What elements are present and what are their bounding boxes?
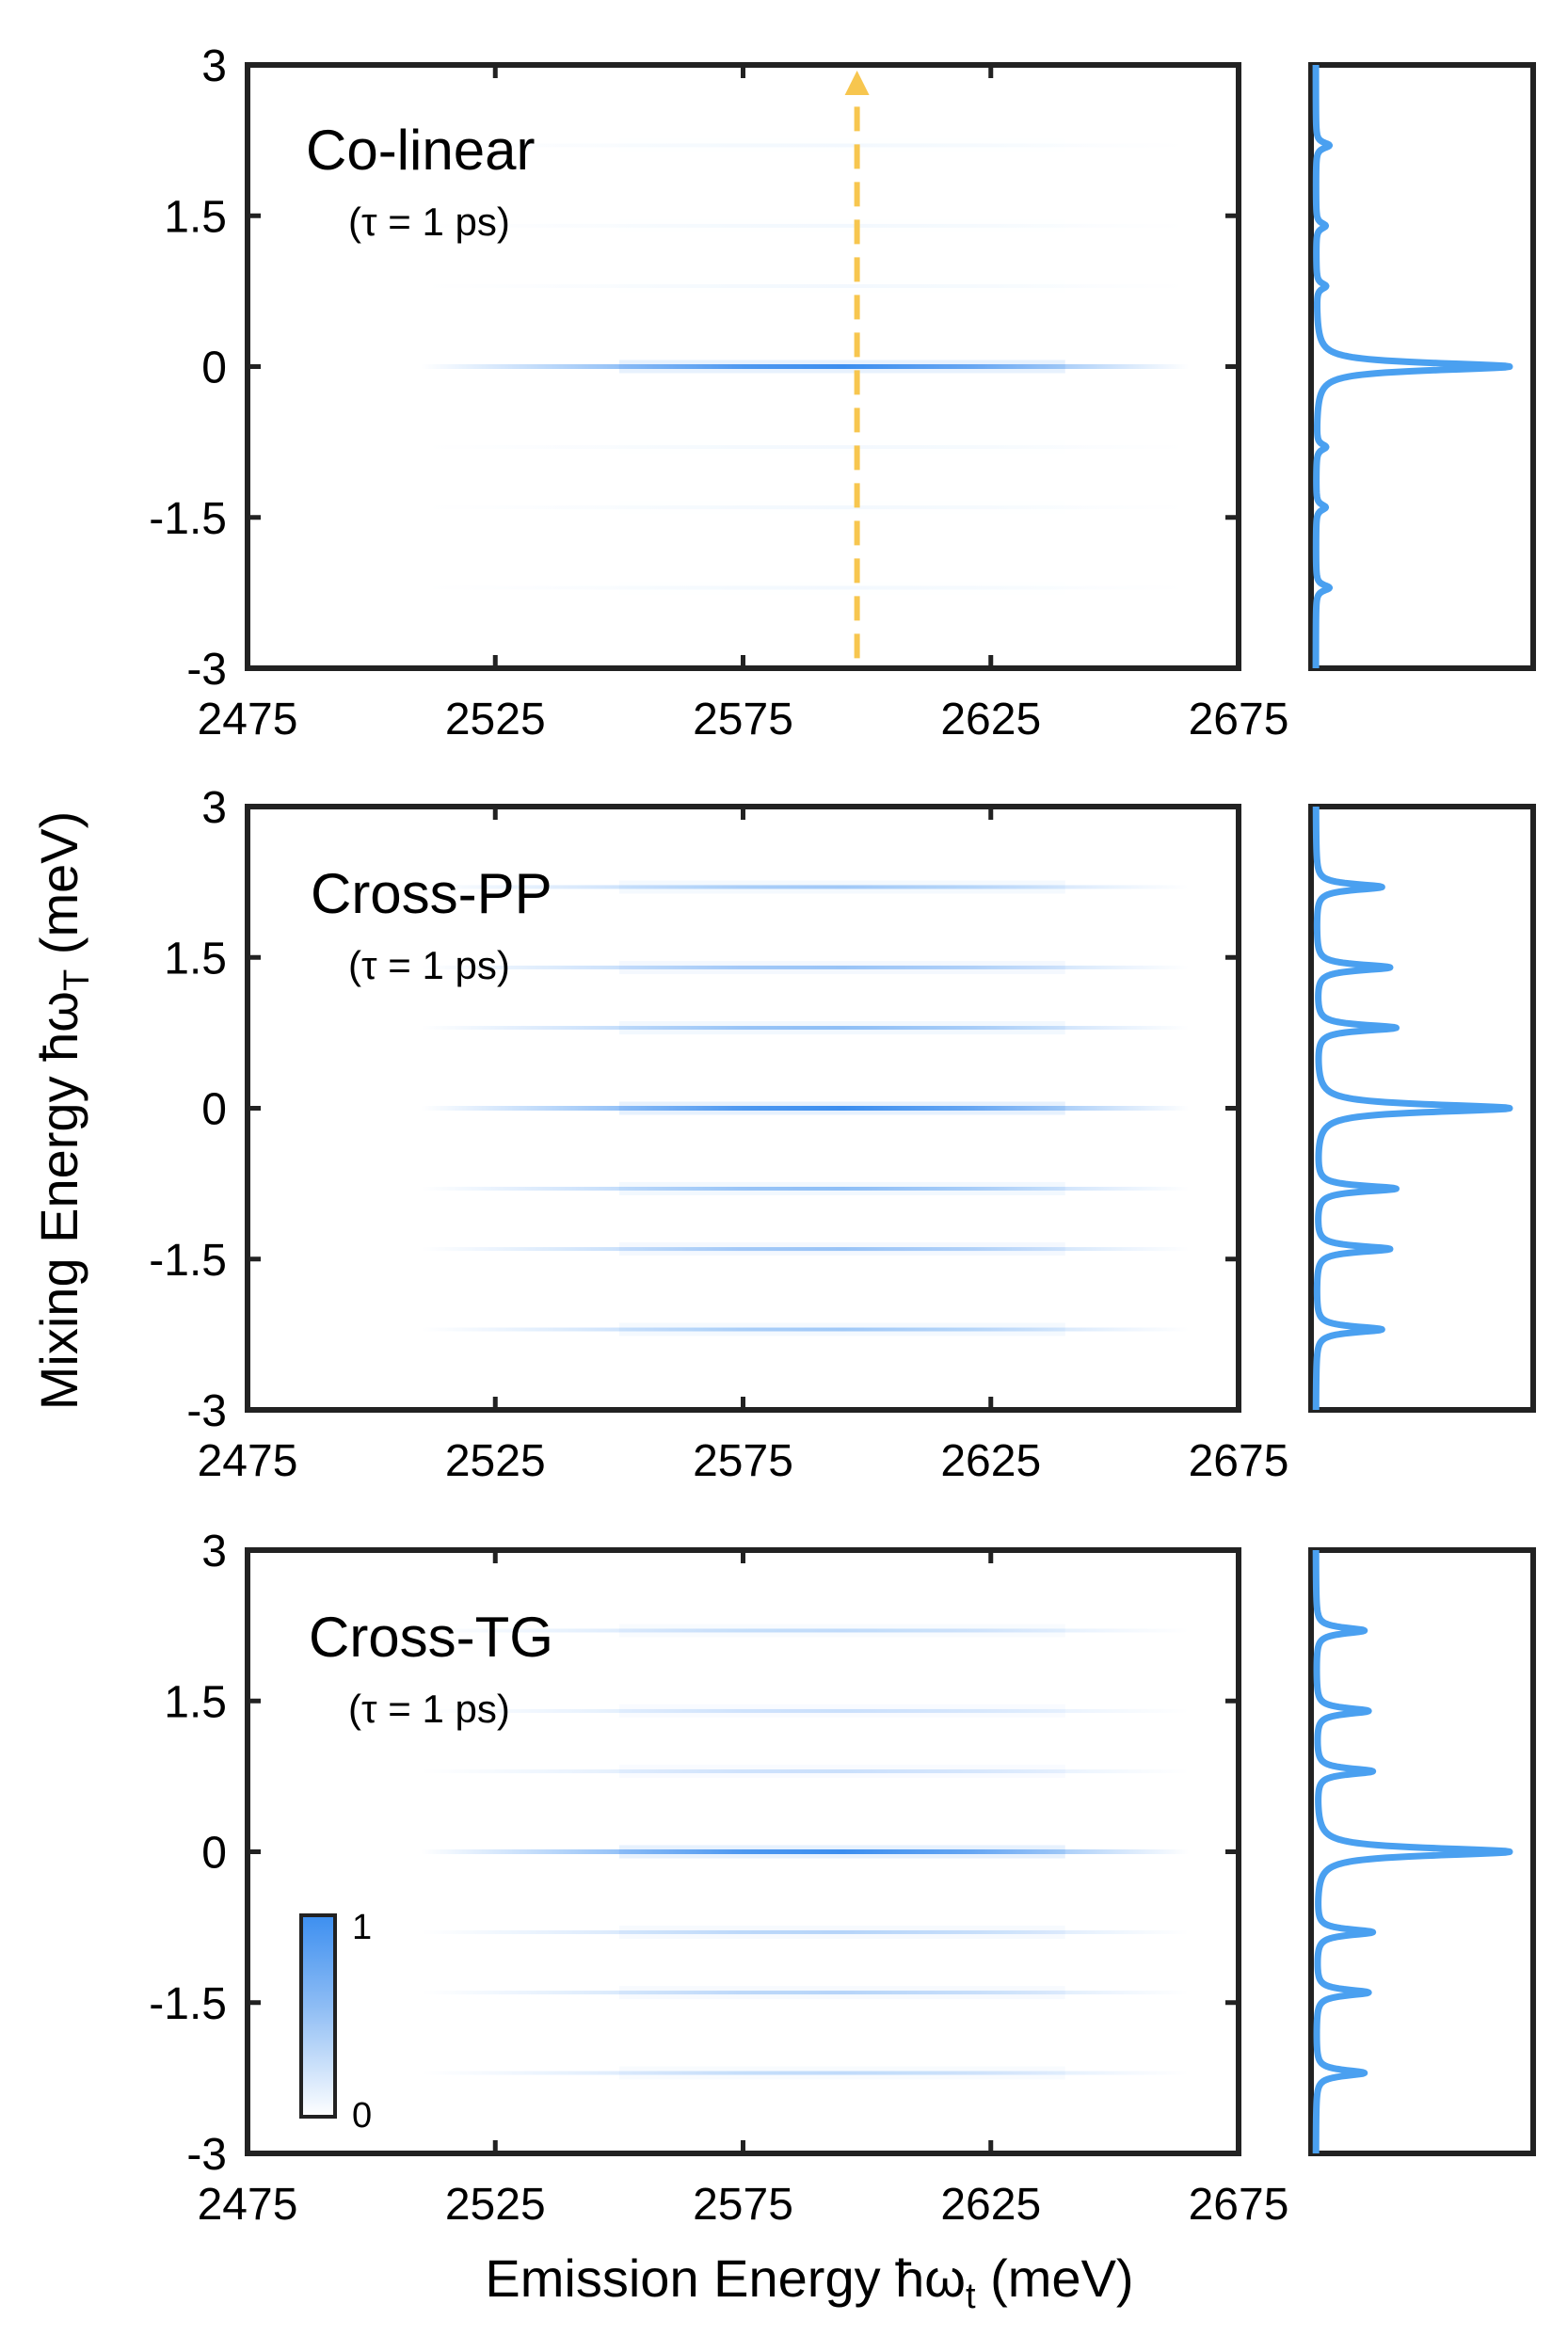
heatmap-glow — [618, 1845, 1065, 1859]
x-tick-label: 2475 — [198, 695, 298, 744]
colorbar-min-label: 0 — [352, 2096, 372, 2136]
x-tick-label: 2675 — [1189, 1436, 1289, 1486]
y-tick-label: 0 — [201, 1829, 227, 1879]
panel-title: Cross-PP — [311, 862, 552, 925]
marker-arrowhead — [844, 71, 870, 96]
y-tick-label: -3 — [186, 1386, 227, 1436]
y-tick-label: 3 — [201, 41, 227, 91]
y-tick-label: -1.5 — [149, 1236, 227, 1286]
x-tick-label: 2575 — [693, 2180, 793, 2230]
y-tick-label: 0 — [201, 344, 227, 393]
y-tick-label: -1.5 — [149, 1979, 227, 2029]
x-tick-label: 2625 — [940, 695, 1041, 744]
heatmap-glow — [619, 280, 1065, 293]
y-tick-label: -3 — [186, 2130, 227, 2180]
heatmap-stripes — [421, 880, 1190, 1336]
tau-label: (τ = 1 ps) — [348, 200, 510, 244]
heatmap-stripe — [421, 1106, 1190, 1111]
y-tick-label: 3 — [201, 1527, 227, 1576]
heatmap-stripe — [421, 143, 1190, 148]
heatmap-stripe — [421, 223, 1190, 228]
heatmap-glow — [618, 1101, 1065, 1115]
lineout-trace — [1312, 804, 1513, 1413]
y-axis-title: Mixing Energy ħωT (meV) — [29, 811, 97, 1410]
heatmap-glow — [618, 1242, 1065, 1256]
heatmap-glow — [618, 960, 1065, 974]
panel-co-linear: 2475 2525 2575 2625 2675 3 1.5 0 -1.5 -3 Co-linea… — [149, 41, 1536, 744]
heatmap-stripe — [421, 965, 1190, 969]
x-tick-label: 2475 — [198, 1436, 298, 1486]
heatmap-stripe — [421, 505, 1190, 510]
y-tick-label: -3 — [186, 645, 227, 695]
heatmap-stripe — [421, 1769, 1190, 1774]
x-tick-label: 2525 — [445, 695, 546, 744]
panel-cross-tg: 2475 2525 2575 2625 2675 3 1.5 0 -1.5 -3 Cross-TG… — [149, 1527, 1536, 2230]
heatmap-glow — [619, 1624, 1065, 1637]
y-tick-label: 0 — [201, 1085, 227, 1135]
lineout-trace — [1312, 62, 1513, 671]
heatmap-stripe — [421, 1247, 1190, 1252]
heatmap-glow — [618, 360, 1065, 374]
heatmap-glow — [619, 582, 1065, 595]
heatmap-glow — [619, 1765, 1065, 1778]
y-tick-label: -1.5 — [149, 494, 227, 544]
heatmap-glow — [618, 1925, 1065, 1939]
x-tick-label: 2625 — [940, 2180, 1041, 2230]
x-axis-title: Emission Energy ħωt (meV) — [485, 2248, 1133, 2316]
x-tick-label: 2525 — [445, 1436, 546, 1486]
tau-label: (τ = 1 ps) — [348, 943, 510, 987]
panel-title: Co-linear — [306, 119, 535, 182]
colorbar-gradient — [299, 1913, 337, 2119]
y-tick-label: 1.5 — [164, 192, 227, 242]
heatmap-glow — [619, 440, 1065, 454]
panel-cross-pp: 2475 2525 2575 2625 2675 3 1.5 0 -1.5 -3 Cross-PP… — [149, 783, 1536, 1486]
heatmap-glow — [618, 1021, 1065, 1035]
colorbar-max-label: 1 — [352, 1908, 372, 1947]
panel-title: Cross-TG — [309, 1606, 553, 1669]
heatmap-glow — [618, 1322, 1065, 1336]
x-tick-label: 2575 — [693, 1436, 793, 1486]
heatmap-glow — [619, 219, 1065, 232]
heatmap-stripe — [421, 1026, 1190, 1031]
heatmap-stripe — [421, 1186, 1190, 1191]
heatmap-stripe — [421, 364, 1190, 369]
heatmap-stripes — [421, 138, 1190, 595]
heatmap-glow — [618, 1986, 1065, 2000]
heatmap-stripe — [421, 2071, 1190, 2075]
heatmap-stripe — [421, 1991, 1190, 1995]
colorbar: 1 0 — [299, 1908, 372, 2136]
heatmap-stripe — [421, 1929, 1190, 1934]
heatmap-stripe — [421, 284, 1190, 289]
x-tick-label: 2675 — [1189, 695, 1289, 744]
heatmap-stripe — [421, 1708, 1190, 1713]
x-tick-label: 2525 — [445, 2180, 546, 2230]
x-tick-label: 2625 — [940, 1436, 1041, 1486]
tau-label: (τ = 1 ps) — [348, 1687, 510, 1731]
y-tick-label: 1.5 — [164, 934, 227, 984]
x-tick-label: 2675 — [1189, 2180, 1289, 2230]
heatmap-glow — [619, 2067, 1065, 2080]
heatmap-stripe — [421, 1628, 1190, 1633]
heatmap-stripe — [421, 585, 1190, 590]
heatmap-stripe — [421, 885, 1190, 889]
heatmap-stripes — [421, 1624, 1190, 2080]
lineout-trace — [1312, 1547, 1513, 2156]
x-tick-label: 2475 — [198, 2180, 298, 2230]
heatmap-glow — [619, 1704, 1065, 1718]
heatmap-stripe — [421, 1849, 1190, 1854]
heatmap-glow — [619, 138, 1065, 152]
heatmap-stripe — [421, 1327, 1190, 1332]
heatmap-stripe — [421, 444, 1190, 449]
heatmap-glow — [618, 880, 1065, 894]
heatmap-glow — [618, 1181, 1065, 1195]
y-tick-label: 1.5 — [164, 1677, 227, 1727]
x-tick-label: 2575 — [693, 695, 793, 744]
y-tick-label: 3 — [201, 783, 227, 833]
heatmap-glow — [619, 501, 1065, 514]
